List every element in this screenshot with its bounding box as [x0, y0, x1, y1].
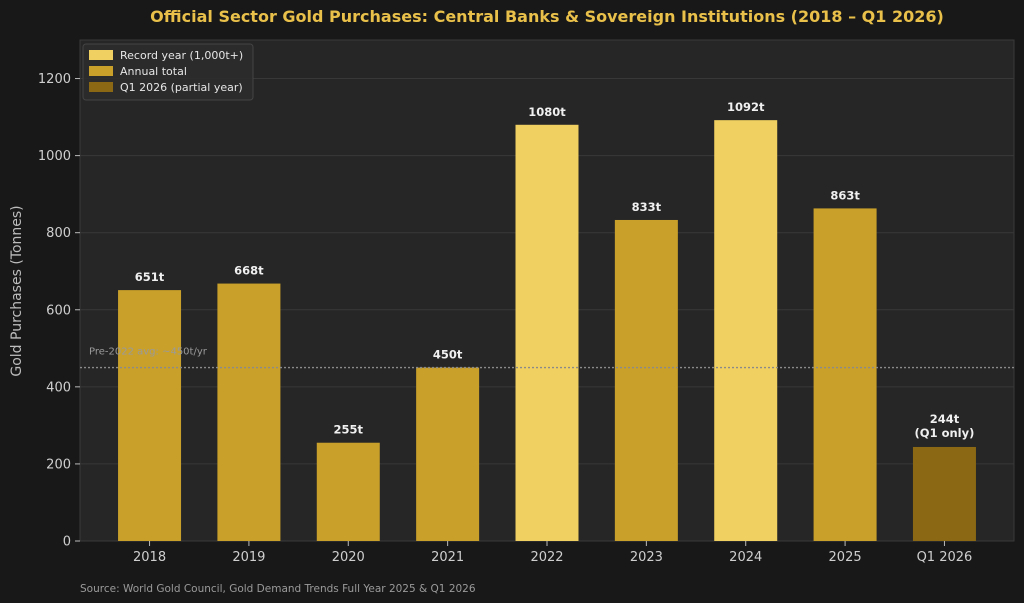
x-tick-label: Q1 2026	[917, 550, 973, 565]
bar-2023	[614, 219, 678, 541]
x-tick-label: 2025	[829, 550, 862, 565]
data-label: 255t	[334, 423, 364, 437]
legend: Record year (1,000t+) Annual total Q1 2026…	[82, 43, 254, 101]
x-tick-label: 2020	[332, 550, 365, 565]
bar-2019	[217, 283, 281, 541]
y-axis: 0 200 400 600 800 1000 1200	[38, 72, 80, 550]
data-label: 450t	[433, 348, 463, 362]
y-tick-label: 0	[63, 535, 71, 550]
x-tick-label: 2018	[133, 550, 166, 565]
y-tick-label: 800	[46, 226, 71, 241]
bar-2020	[316, 442, 380, 541]
bar-2025	[813, 208, 877, 541]
y-axis-label: Gold Purchases (Tonnes)	[9, 205, 25, 376]
x-tick-label: 2019	[232, 550, 265, 565]
x-axis: 2018 2019 2020 2021 2022 2023 2024 2025 Q1 2026	[133, 541, 972, 565]
bar-2021	[416, 367, 480, 541]
bar-q1-2026	[912, 446, 976, 541]
x-tick-label: 2022	[530, 550, 563, 565]
y-tick-label: 200	[46, 457, 71, 472]
legend-label: Record year (1,000t+)	[120, 49, 243, 62]
x-tick-label: 2024	[729, 550, 762, 565]
x-tick-label: 2023	[630, 550, 663, 565]
data-label: 1080t	[528, 105, 566, 119]
legend-box	[82, 43, 254, 101]
legend-swatch	[89, 82, 113, 92]
data-sublabel: (Q1 only)	[915, 426, 975, 440]
bars: 651t 668t 255t 450t 1080t 833t 1092t 863t 244t(Q…	[118, 100, 976, 542]
reference-line-label: Pre-2022 avg: ~450t/yr	[89, 347, 208, 358]
data-label: 244t	[930, 412, 960, 426]
legend-label: Q1 2026 (partial year)	[120, 81, 243, 94]
data-label: 668t	[234, 264, 264, 278]
y-tick-label: 600	[46, 303, 71, 318]
bar-2018	[118, 290, 182, 541]
data-label: 863t	[830, 188, 860, 202]
y-tick-label: 400	[46, 380, 71, 395]
legend-swatch	[89, 66, 113, 76]
data-label: 1092t	[727, 100, 765, 114]
reference-line-group: Pre-2022 avg: ~450t/yr	[80, 347, 1014, 369]
y-tick-label: 1200	[38, 72, 71, 87]
bar-2022	[515, 124, 579, 542]
x-tick-label: 2021	[431, 550, 464, 565]
data-label: 833t	[632, 200, 662, 214]
y-tick-label: 1000	[38, 149, 71, 164]
data-label: 651t	[135, 270, 165, 284]
bar-2024	[714, 120, 778, 541]
legend-label: Annual total	[120, 65, 187, 78]
chart-title: Official Sector Gold Purchases: Central …	[150, 7, 944, 26]
source-note: Source: World Gold Council, Gold Demand …	[80, 583, 476, 595]
legend-swatch	[89, 50, 113, 60]
